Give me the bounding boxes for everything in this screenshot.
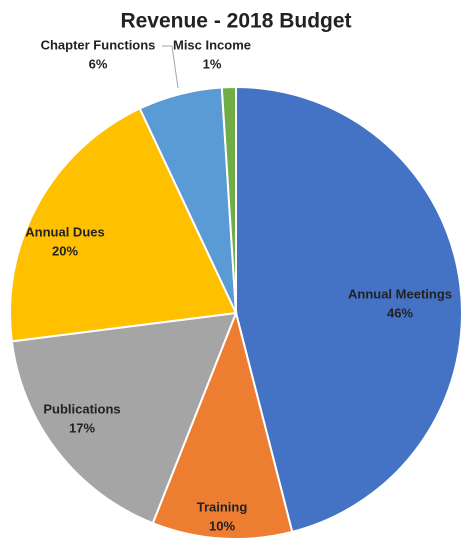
pie-slice <box>220 85 237 314</box>
chart-title: Revenue - 2018 Budget <box>120 10 351 33</box>
pie-slice <box>235 85 462 534</box>
slice-value: 17% <box>69 420 95 435</box>
slice-label: Publications <box>43 401 120 416</box>
slice-value: 20% <box>52 243 78 258</box>
slice-label: Annual Dues <box>25 224 104 239</box>
slice-value: 1% <box>203 56 222 71</box>
slice-label: Misc Income <box>173 37 251 52</box>
slice-value: 6% <box>89 56 108 71</box>
slice-label: Training <box>197 499 248 514</box>
pie-slice <box>151 309 294 540</box>
slice-label: Chapter Functions <box>41 37 156 52</box>
pie-slice <box>9 107 238 343</box>
pie-slice <box>10 311 238 525</box>
slice-value: 10% <box>209 518 235 533</box>
leader-line <box>162 45 179 89</box>
slice-value: 46% <box>387 305 413 320</box>
slice-label: Annual Meetings <box>348 286 452 301</box>
